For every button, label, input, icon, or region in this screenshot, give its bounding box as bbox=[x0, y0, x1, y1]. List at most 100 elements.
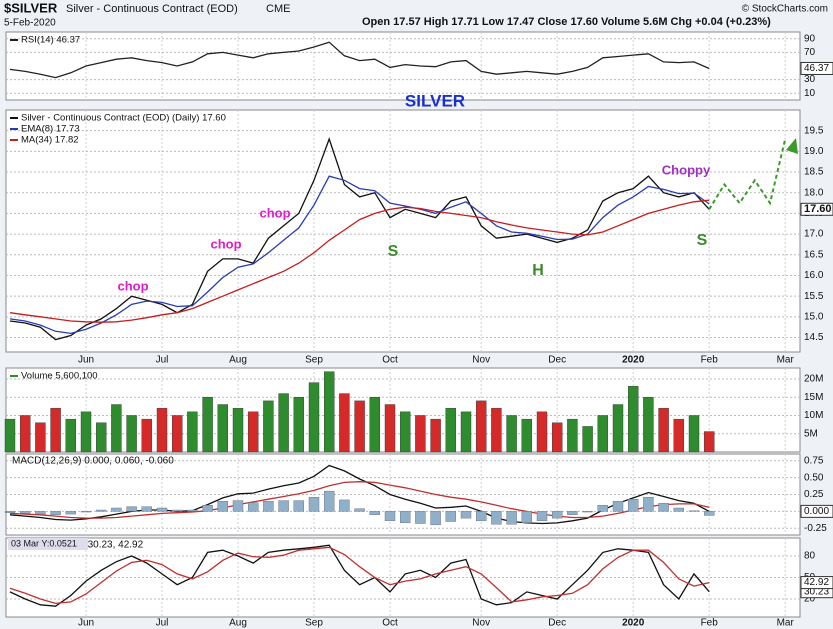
histogram-bar bbox=[643, 497, 654, 512]
x-tick-label: Nov bbox=[472, 355, 490, 366]
histogram-bar bbox=[628, 499, 639, 512]
x-tick-label: Sep bbox=[305, 355, 323, 366]
volume-bar bbox=[688, 415, 700, 453]
y-tick-label: 15M bbox=[804, 392, 823, 403]
y-tick-label: 16.5 bbox=[804, 249, 824, 260]
x-tick-label: Feb bbox=[701, 618, 719, 629]
volume-bar bbox=[20, 415, 31, 453]
last-value-box bbox=[800, 576, 833, 590]
last-value-label: 42.92 bbox=[804, 577, 829, 588]
volume-bar bbox=[202, 397, 213, 453]
y-tick-label: 14.5 bbox=[804, 332, 824, 343]
volume-bar bbox=[597, 415, 608, 453]
histogram-bar bbox=[597, 505, 608, 512]
x-tick-label: Aug bbox=[229, 355, 247, 366]
x-tick-label: Nov bbox=[472, 618, 490, 629]
volume-bar bbox=[80, 411, 92, 453]
histogram-bar bbox=[369, 511, 380, 515]
volume-bar bbox=[141, 418, 153, 453]
volume-bar bbox=[582, 426, 593, 453]
volume-bar bbox=[460, 411, 472, 453]
volume-bar bbox=[126, 415, 137, 453]
volume-bar bbox=[491, 407, 502, 453]
last-value-box bbox=[800, 61, 833, 75]
volume-bar bbox=[673, 418, 684, 453]
annotation: H bbox=[532, 262, 544, 279]
chart-title: SILVER bbox=[405, 91, 465, 110]
legend-label: Silver - Continuous Contract (EOD) (Dail… bbox=[21, 113, 226, 124]
histogram-bar bbox=[673, 507, 684, 512]
series-line bbox=[9, 41, 710, 79]
last-value-box bbox=[800, 504, 833, 518]
histogram-bar bbox=[247, 502, 259, 512]
series-line bbox=[9, 199, 710, 323]
y-tick-label: 18.5 bbox=[804, 167, 824, 178]
volume-bar bbox=[35, 422, 46, 453]
volume-bar bbox=[536, 411, 548, 453]
histogram-bar bbox=[476, 511, 487, 522]
annotation: chop bbox=[210, 236, 241, 251]
histogram-bar bbox=[339, 499, 350, 512]
volume-bar bbox=[506, 415, 517, 453]
histogram-bar bbox=[187, 509, 198, 512]
histogram-bar bbox=[658, 503, 669, 512]
series-line bbox=[9, 175, 710, 335]
annotation: S bbox=[697, 232, 708, 249]
histogram-bar bbox=[612, 501, 624, 512]
x-tick-label: Dec bbox=[548, 618, 566, 629]
volume-bar bbox=[263, 400, 274, 453]
volume-bar bbox=[4, 418, 16, 453]
quote: Open 17.57 High 17.71 Low 17.47 Close 17… bbox=[362, 16, 771, 28]
y-tick-label: 5M bbox=[804, 428, 818, 439]
histogram-bar bbox=[20, 511, 31, 514]
cursor-readout: 03 Mar Y:0.0521 bbox=[11, 538, 77, 548]
histogram-bar bbox=[354, 508, 365, 512]
x-tick-label: Jul bbox=[156, 355, 169, 366]
annotation: chop bbox=[117, 278, 148, 293]
volume-bar bbox=[171, 415, 183, 453]
histogram-bar bbox=[552, 511, 563, 519]
cursor-box bbox=[8, 538, 88, 550]
volume-bar bbox=[384, 404, 396, 453]
x-tick-label: Dec bbox=[548, 355, 566, 366]
histogram-bar bbox=[445, 511, 456, 522]
volume-bar bbox=[369, 397, 380, 453]
histogram-bar bbox=[111, 507, 122, 512]
y-tick-label: 15.0 bbox=[804, 311, 824, 322]
legend-label: RSI(14) 46.37 bbox=[21, 35, 80, 46]
volume-bar bbox=[658, 407, 669, 453]
histogram-bar bbox=[65, 511, 77, 515]
volume-bar bbox=[308, 382, 320, 453]
series-line bbox=[9, 464, 710, 525]
last-value-label: 0.000 bbox=[804, 506, 829, 517]
volume-bar bbox=[247, 411, 259, 453]
volume-bar bbox=[445, 407, 456, 453]
volume-bar bbox=[400, 411, 411, 453]
y-tick-label: 30 bbox=[804, 74, 816, 85]
series-line bbox=[9, 481, 710, 519]
histogram-bar bbox=[141, 506, 153, 512]
volume-bar bbox=[643, 397, 654, 453]
histogram-bar bbox=[704, 511, 715, 516]
y-tick-label: 70 bbox=[804, 47, 816, 58]
date: 5-Feb-2020 bbox=[4, 18, 56, 29]
annotation: Choppy bbox=[662, 162, 711, 177]
y-tick-label: 0.75 bbox=[804, 455, 824, 466]
panel-legend: MACD(12,26,9) 0.000, 0.060, -0.060 bbox=[12, 456, 174, 467]
x-tick-label: Mar bbox=[777, 618, 795, 629]
histogram-bar bbox=[506, 511, 517, 525]
instrument-name: Silver - Continuous Contract (EOD) bbox=[66, 3, 238, 15]
volume-bar bbox=[552, 422, 563, 453]
histogram-bar bbox=[50, 511, 61, 515]
y-tick-label: 80 bbox=[804, 551, 816, 562]
histogram-bar bbox=[171, 509, 183, 512]
volume-bar bbox=[293, 397, 304, 453]
y-tick-label: 10M bbox=[804, 410, 823, 421]
x-tick-label: Feb bbox=[701, 355, 719, 366]
last-value-label: 46.37 bbox=[804, 63, 829, 74]
last-value-label: 17.60 bbox=[804, 203, 832, 215]
legend-label: MA(34) 17.82 bbox=[21, 135, 79, 146]
legend-label: EMA(8) 17.73 bbox=[21, 124, 80, 135]
volume-bar bbox=[612, 404, 624, 453]
histogram-bar bbox=[263, 501, 274, 512]
